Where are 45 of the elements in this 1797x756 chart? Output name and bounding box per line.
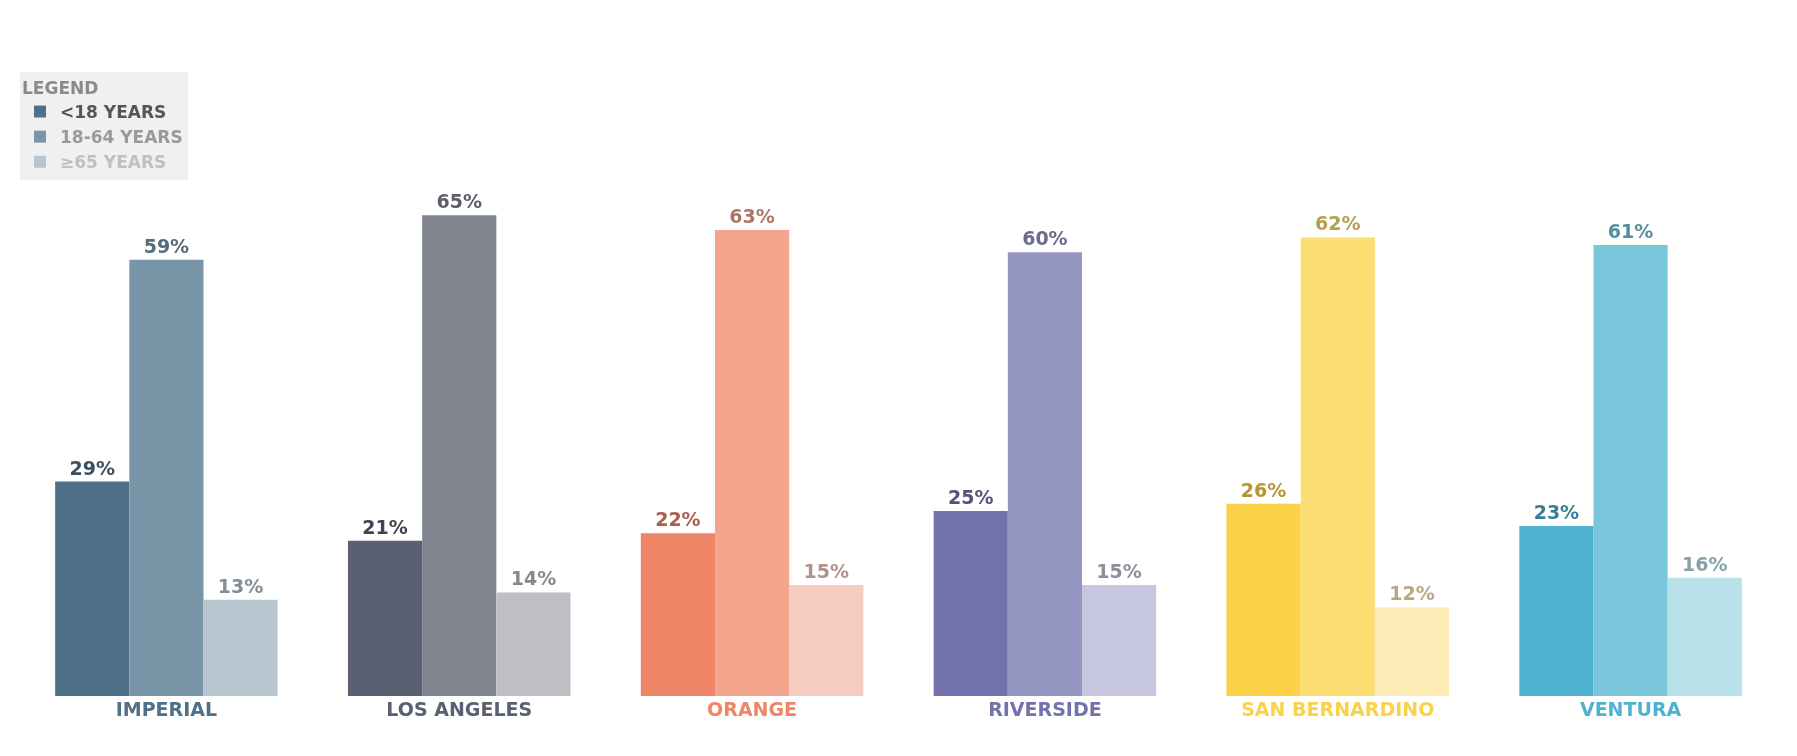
x-tick-label: VENTURA (1579, 698, 1682, 720)
data-label: 63% (729, 205, 775, 228)
data-label: 60% (1022, 227, 1068, 250)
x-tick-label: IMPERIAL (115, 698, 218, 720)
data-label: 26% (1240, 478, 1287, 501)
bar (1007, 252, 1083, 696)
legend-label: <18 YEARS (60, 102, 167, 123)
bar (1226, 503, 1301, 696)
data-label: 14% (510, 567, 557, 590)
bar (1667, 577, 1742, 696)
data-label: 61% (1607, 219, 1654, 242)
data-label: 29% (69, 456, 115, 479)
bar (129, 259, 204, 696)
data-label: 65% (436, 190, 482, 213)
data-label: 59% (143, 234, 190, 257)
legend-label: 18-64 YEARS (60, 127, 183, 148)
bar (1374, 607, 1450, 696)
bar (422, 215, 497, 696)
bar (1300, 237, 1375, 696)
bar (347, 540, 423, 696)
x-tick-label: ORANGE (707, 698, 798, 720)
legend-title: LEGEND (22, 77, 99, 98)
data-label: 15% (1096, 560, 1142, 583)
data-label: 12% (1389, 582, 1435, 605)
x-tick-label: LOS ANGELES (386, 698, 533, 720)
bar (203, 599, 278, 696)
data-label: 23% (1533, 500, 1580, 523)
data-label: 25% (947, 486, 994, 509)
bar (1519, 525, 1594, 696)
x-tick-label: RIVERSIDE (988, 698, 1102, 720)
x-tick-label: SAN BERNARDINO (1241, 698, 1435, 720)
bar (1593, 244, 1668, 696)
bar (789, 585, 864, 696)
bar (1082, 585, 1157, 696)
data-label: 13% (217, 574, 264, 597)
data-label: 62% (1315, 212, 1361, 235)
data-label: 15% (803, 560, 850, 583)
bar (933, 511, 1008, 696)
data-label: 22% (655, 508, 701, 531)
bar (714, 230, 790, 696)
data-label: 16% (1682, 552, 1728, 575)
bar (55, 481, 130, 696)
bar (640, 533, 715, 696)
bar (496, 592, 571, 696)
data-label: 21% (362, 515, 408, 538)
